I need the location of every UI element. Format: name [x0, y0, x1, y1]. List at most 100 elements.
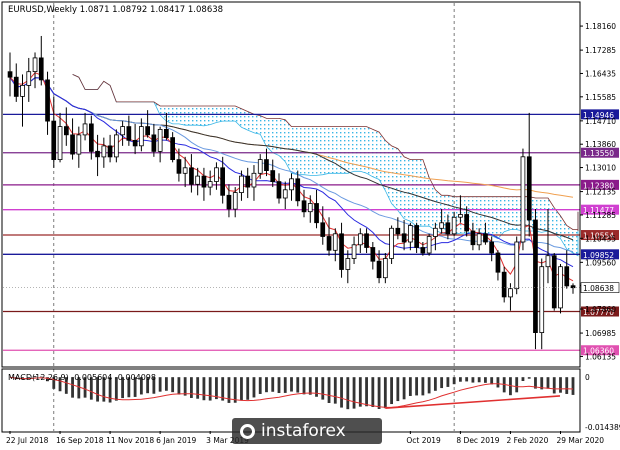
current-price-box: [580, 282, 620, 293]
candle: [351, 236, 357, 264]
candle-body: [270, 170, 276, 183]
candle-body: [232, 192, 238, 210]
candle-body: [264, 159, 269, 172]
candle: [395, 217, 401, 240]
level-label: 1.13550: [583, 149, 614, 158]
level-label-bg: [581, 179, 619, 190]
current-price-label: 1.08638: [583, 284, 614, 293]
candle: [401, 220, 407, 251]
time-tick-label: 11 Nov 2018: [106, 436, 154, 445]
price-tick-label: 1.12135: [585, 188, 616, 197]
macd-label: MACD(12,26,9) -0.005604 -0.004098: [8, 373, 156, 382]
candle-body: [132, 139, 138, 147]
candle-body: [489, 241, 495, 254]
candle: [101, 137, 107, 168]
candle: [489, 236, 495, 262]
candle: [407, 222, 413, 251]
macd-zero-label: 0: [585, 373, 590, 382]
candle-body: [301, 200, 307, 213]
candle: [426, 233, 432, 256]
candle: [508, 283, 513, 311]
candle-body: [201, 175, 207, 188]
candle: [514, 236, 520, 295]
candle-body: [345, 258, 351, 270]
instaforex-watermark: instaforex: [232, 418, 382, 444]
candle: [7, 52, 13, 97]
candle: [357, 228, 363, 253]
candle: [32, 52, 38, 89]
candle-body: [445, 222, 451, 235]
candles: [7, 35, 576, 350]
candle-body: [276, 181, 282, 199]
candle-body: [151, 134, 157, 152]
level-label-bg: [581, 147, 619, 158]
candle-body: [458, 214, 463, 218]
candle-body: [501, 271, 507, 298]
candle-body: [483, 233, 488, 243]
candle-body: [539, 266, 545, 334]
candle: [264, 148, 269, 177]
price-tick-label: 1.15585: [585, 93, 616, 102]
watermark-text: instaforex: [261, 421, 346, 441]
candle-body: [170, 137, 175, 161]
candle: [539, 258, 545, 350]
candle: [151, 123, 157, 157]
candle-body: [57, 126, 63, 160]
candle-body: [401, 233, 407, 243]
candle: [239, 170, 244, 201]
candle-body: [76, 134, 82, 155]
candle: [382, 252, 388, 284]
price-tick-label: 1.07860: [585, 305, 616, 314]
time-tick-label: 16 Sep 2018: [56, 436, 104, 445]
candle-body: [526, 156, 532, 221]
candle: [464, 206, 470, 237]
candle-body: [558, 266, 563, 309]
price-tick-label: 1.16435: [585, 69, 616, 78]
candle: [176, 148, 182, 182]
ichimoku-cloud: [72, 74, 579, 257]
candle: [339, 222, 344, 278]
candle: [126, 115, 132, 146]
level-label: 1.09852: [583, 251, 614, 260]
time-tick-label: Oct 2019: [406, 436, 441, 445]
price-tick-label: 1.17285: [585, 46, 616, 55]
candle-body: [520, 156, 526, 243]
candle: [320, 206, 326, 245]
candle-body: [157, 128, 163, 152]
candle-body: [564, 266, 570, 287]
candle: [226, 184, 232, 218]
candle-body: [545, 255, 551, 268]
candle: [270, 159, 276, 188]
candle: [476, 228, 482, 251]
macd-signal-line: [9, 376, 574, 408]
candle: [282, 181, 288, 210]
candle: [520, 148, 526, 251]
candle-body: [414, 225, 420, 248]
level-label-bg: [581, 230, 619, 241]
price-tick-label: 1.06985: [585, 329, 616, 338]
candle: [370, 242, 376, 270]
candle-body: [376, 260, 382, 279]
price-tick-label: 1.14710: [585, 117, 616, 126]
candle-body: [451, 216, 457, 235]
candle-body: [245, 175, 251, 188]
candle-body: [495, 252, 501, 273]
candle: [570, 283, 576, 294]
candle-body: [320, 222, 326, 237]
candle-body: [326, 236, 332, 251]
candle-body: [395, 227, 401, 235]
candle-body: [32, 57, 38, 73]
candle: [95, 134, 100, 177]
candle-body: [307, 203, 313, 213]
candle-body: [432, 227, 438, 237]
price-tick-label: 1.13010: [585, 164, 616, 173]
candle: [432, 222, 438, 251]
candle: [214, 162, 219, 190]
candle-body: [364, 233, 369, 248]
candle-body: [239, 175, 244, 194]
candle: [483, 222, 488, 245]
candle: [45, 71, 50, 135]
candle: [289, 173, 294, 201]
candle-body: [370, 247, 376, 262]
